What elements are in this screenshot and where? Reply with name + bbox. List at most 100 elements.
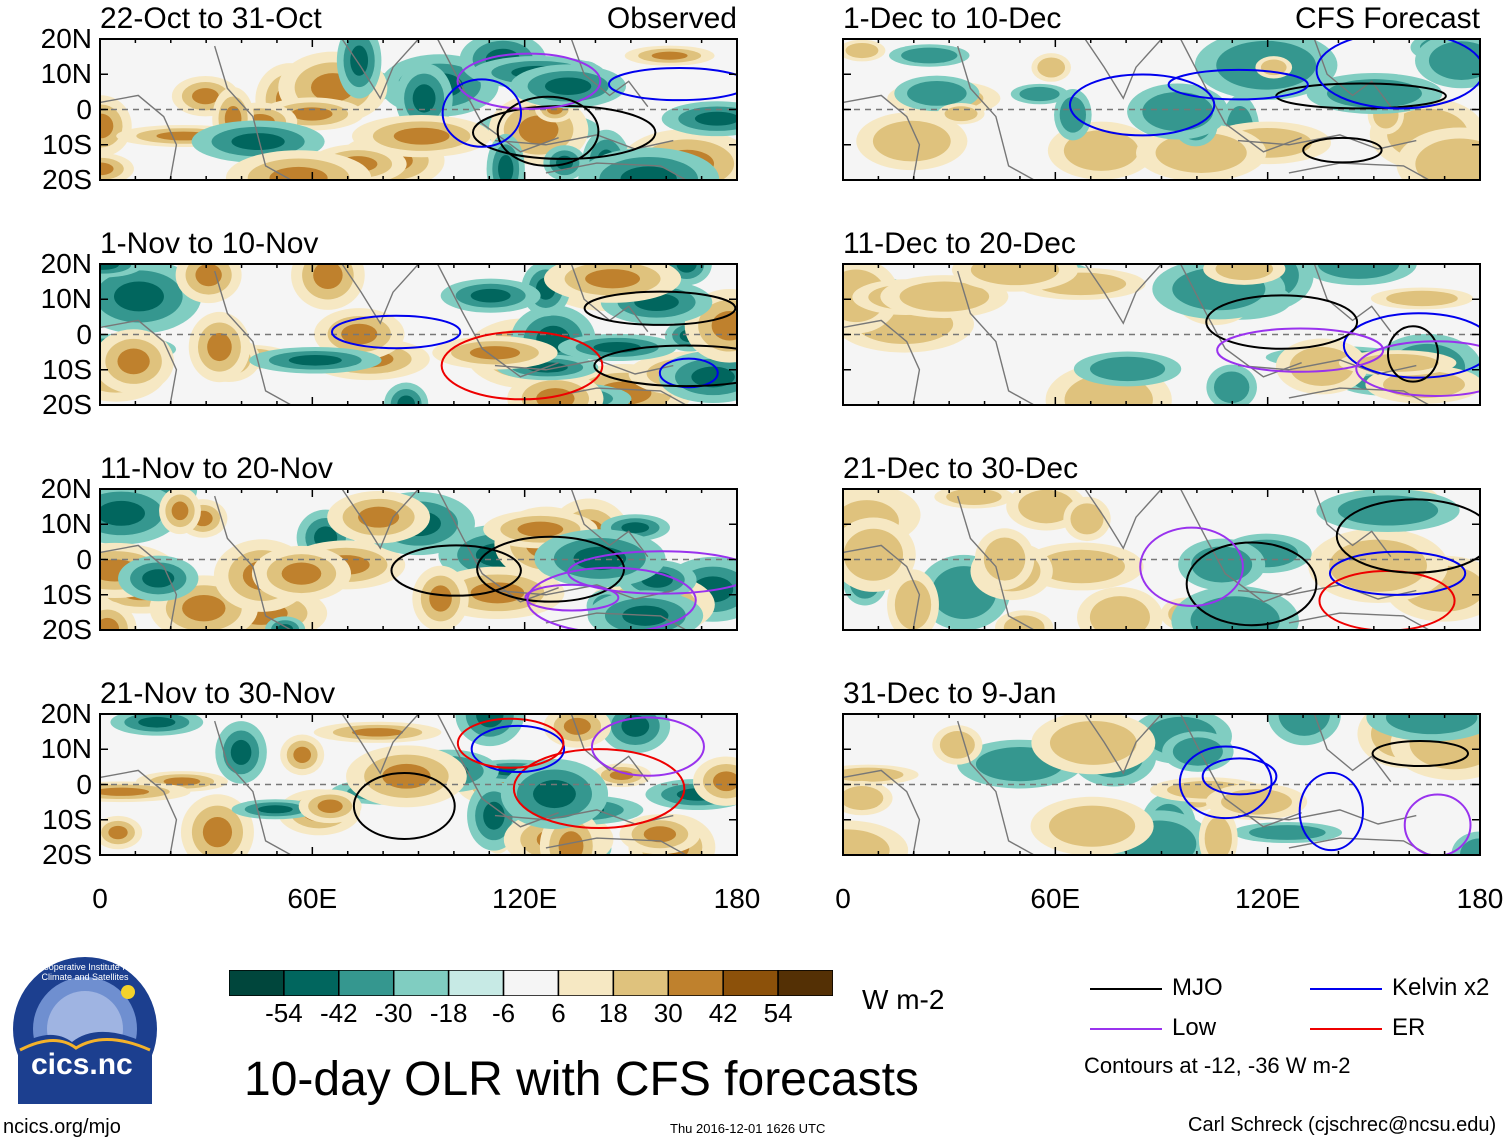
- olr-anomaly-field: [843, 489, 1480, 630]
- positive-olr-blob: [872, 120, 951, 162]
- positive-olr-blob: [1089, 596, 1150, 630]
- negative-olr-blob: [691, 366, 735, 388]
- wave-contour: [1342, 312, 1480, 379]
- footer-timestamp: Thu 2016-12-01 1626 UTC: [670, 1121, 826, 1136]
- negative-olr-blob: [412, 84, 436, 113]
- positive-olr-blob: [1329, 539, 1427, 592]
- wave-contour: [456, 717, 565, 769]
- logo-text: cics.nc: [31, 1048, 133, 1081]
- colorbar: [229, 970, 833, 996]
- lat-label: 10S: [42, 803, 92, 835]
- footer-url[interactable]: ncics.org/mjo: [3, 1116, 121, 1138]
- negative-olr-blob: [1142, 91, 1214, 132]
- lat-label: 10S: [42, 353, 92, 385]
- negative-olr-blob: [288, 354, 342, 366]
- colorbar-swatch: [447, 970, 505, 996]
- positive-olr-blob: [117, 348, 150, 375]
- colorbar-tick-label: 30: [653, 998, 683, 1028]
- colorbar-swatch: [777, 970, 833, 996]
- positive-olr-blob: [1049, 720, 1137, 765]
- positive-olr-blob: [358, 506, 400, 528]
- wave-contour: [658, 357, 719, 389]
- wave-contour: [593, 344, 737, 388]
- positive-olr-blob: [843, 528, 904, 581]
- wave-contour: [470, 724, 566, 774]
- negative-olr-blob: [533, 780, 576, 809]
- lat-label: 10N: [40, 733, 92, 765]
- positive-olr-blob: [939, 731, 975, 759]
- wave-contour: [1178, 745, 1273, 820]
- wave-contour: [1068, 73, 1216, 137]
- colorbar-swatch: [283, 970, 340, 996]
- negative-olr-blob: [397, 395, 416, 405]
- positive-olr-blob: [269, 166, 328, 180]
- panel-title: 1-Dec to 10-Dec: [843, 2, 1062, 35]
- positive-olr-blob: [1037, 549, 1125, 584]
- positive-olr-blob: [207, 332, 232, 362]
- map-panel: [99, 713, 738, 856]
- coastlines: [843, 489, 1430, 630]
- wave-contour: [441, 78, 523, 148]
- positive-olr-blob: [291, 107, 333, 121]
- panel-title: 21-Nov to 30-Nov: [100, 677, 336, 710]
- logo-ring-text: Cooperative Institute for Climate and Sa…: [37, 962, 133, 982]
- negative-olr-blob: [114, 281, 164, 312]
- coastlines: [843, 264, 1430, 405]
- lat-label: 20N: [40, 248, 92, 279]
- panel-title: 22-Oct to 31-Oct: [100, 2, 322, 35]
- footer-credit: Carl Schreck (cjschrec@ncsu.edu): [1188, 1114, 1497, 1136]
- wave-contour: [1139, 526, 1244, 607]
- positive-olr-blob: [100, 162, 114, 176]
- lat-label: 20N: [40, 473, 92, 504]
- positive-olr-blob: [894, 579, 932, 630]
- colorbar-swatch: [722, 970, 779, 996]
- panel-title: 1-Nov to 10-Nov: [100, 227, 319, 260]
- positive-olr-blob: [1037, 57, 1066, 78]
- wave-contour: [1167, 68, 1309, 101]
- wave-contour: [440, 330, 604, 401]
- positive-olr-blob: [843, 786, 884, 811]
- positive-olr-blob: [470, 582, 525, 604]
- positive-olr-blob: [1204, 816, 1232, 855]
- colorbar-tick-label: 6: [551, 998, 566, 1028]
- positive-olr-blob: [100, 617, 120, 630]
- colorbar-tick-label: 18: [598, 998, 628, 1028]
- negative-olr-blob: [620, 166, 677, 180]
- positive-olr-blob: [1289, 346, 1355, 387]
- colorbar-swatch: [338, 970, 395, 996]
- positive-olr-blob: [843, 829, 890, 855]
- positive-olr-blob: [1215, 264, 1274, 281]
- negative-olr-blob: [1190, 596, 1280, 630]
- positive-olr-blob: [1063, 130, 1139, 171]
- negative-olr-blob: [350, 45, 369, 76]
- colorbar-tick-label: -42: [320, 998, 358, 1028]
- colorbar-tick-label: -54: [265, 998, 303, 1028]
- positive-olr-blob: [202, 816, 233, 848]
- wave-contour: [512, 748, 686, 829]
- positive-olr-blob: [352, 728, 404, 737]
- positive-olr-blob: [313, 264, 343, 290]
- olr-anomaly-field: [843, 264, 1480, 405]
- panel-title: 21-Dec to 30-Dec: [843, 452, 1079, 485]
- positive-olr-blob: [281, 562, 322, 585]
- lon-label: 60E: [1030, 883, 1081, 914]
- panel-title: 31-Dec to 9-Jan: [843, 677, 1057, 710]
- wave-contour: [390, 544, 522, 597]
- positive-olr-blob: [1415, 138, 1480, 180]
- colorbar-swatch: [557, 970, 615, 996]
- positive-olr-blob: [1155, 132, 1247, 173]
- wave-contour: [567, 550, 737, 595]
- wave-contours: [441, 52, 737, 167]
- negative-olr-blob: [230, 739, 252, 765]
- map-panel: [842, 263, 1481, 406]
- lat-label: 0: [76, 768, 92, 800]
- positive-olr-blob: [341, 323, 378, 345]
- negative-olr-blob: [1172, 737, 1223, 766]
- map-panel: [842, 38, 1481, 181]
- wave-contour: [1328, 550, 1467, 596]
- negative-olr-blob: [621, 715, 650, 737]
- map-panel: [99, 263, 738, 406]
- wave-contour: [1201, 757, 1278, 796]
- negative-olr-blob: [907, 80, 967, 106]
